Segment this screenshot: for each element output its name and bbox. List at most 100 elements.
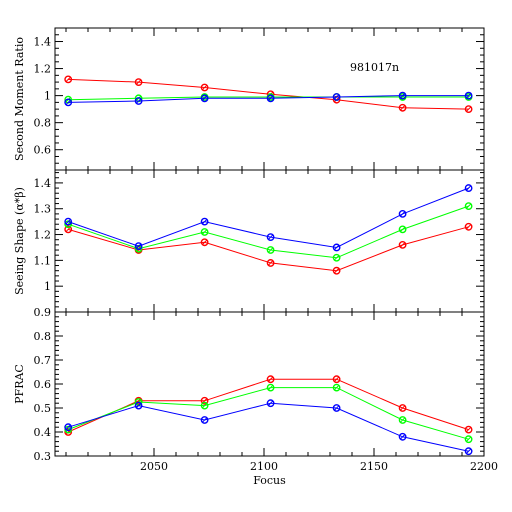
panel-1-series-3-point bbox=[332, 93, 341, 101]
panel-1-y-tick-label: 0.8 bbox=[34, 117, 52, 130]
panel-3-series-2-point-mark bbox=[201, 402, 208, 409]
panel-3-series-2-point bbox=[398, 416, 407, 424]
panel-3-series-3-point-mark bbox=[267, 400, 274, 406]
panel-3-y-tick-label: 0.3 bbox=[34, 450, 52, 463]
x-tick-label: 2150 bbox=[360, 460, 388, 473]
panel-2-series-2-point bbox=[200, 228, 209, 236]
x-axis-label: Focus bbox=[253, 474, 286, 487]
panel-1-y-axis-label: Second Moment Ratio bbox=[13, 37, 26, 161]
panel-3-series-1-point-mark bbox=[399, 405, 406, 411]
panel-1-series-1-point-mark bbox=[65, 76, 71, 83]
panel-2-series-1-point-mark bbox=[399, 242, 406, 248]
panel-3-series-2-line bbox=[68, 387, 469, 440]
panel-3-series-2-point bbox=[464, 435, 473, 444]
panel-3-series-2-point bbox=[266, 383, 275, 392]
panel-3-series-3-point bbox=[398, 432, 407, 441]
panel-2-series-1-point-mark bbox=[333, 268, 340, 274]
panel-3-series-1-point bbox=[200, 396, 209, 405]
panel-3-series-3-point-mark bbox=[135, 402, 142, 409]
panel-3-series-1-point-mark bbox=[465, 426, 472, 433]
panel-3-series-1-point-mark bbox=[267, 376, 274, 382]
panel-2-series-3-point bbox=[134, 242, 143, 251]
panel-3-series-3-point-mark bbox=[465, 448, 472, 454]
panel-3-series-1-point bbox=[64, 428, 73, 436]
panel-2-series-3-point-mark bbox=[201, 218, 208, 225]
panel-2-series-2-point bbox=[398, 225, 407, 234]
panel-1-series-3-point bbox=[464, 91, 473, 100]
panel-2-y-tick-label: 1.3 bbox=[34, 203, 52, 216]
panel-3-y-axis-label: PFRAC bbox=[13, 364, 26, 404]
panel-2-frame bbox=[54, 169, 485, 313]
panel-3-series-3-point-mark bbox=[65, 424, 71, 430]
panel-1-series-3-point-mark bbox=[201, 95, 208, 101]
panel-2-y-tick-label: 1.2 bbox=[34, 229, 52, 242]
panel-2-series-3-point bbox=[398, 209, 407, 218]
x-tick-label: 2200 bbox=[470, 460, 498, 473]
panel-2-series-3-point-mark bbox=[267, 234, 274, 240]
panel-2-series-3-point-mark bbox=[135, 243, 142, 249]
panel-1-series-3-point bbox=[398, 91, 407, 100]
panel-1-series-1-point-mark bbox=[465, 106, 472, 112]
panel-2-series-1-point bbox=[464, 222, 473, 231]
panel-2-series-1-point bbox=[398, 240, 407, 249]
panel-3-y-tick-label: 0.7 bbox=[34, 354, 52, 367]
panel-2-series-3-point bbox=[266, 233, 275, 242]
panel-2-series-3-point-mark bbox=[65, 218, 71, 225]
panel-1-series-1-point bbox=[464, 105, 473, 114]
panel-2-series-1-point-mark bbox=[65, 226, 71, 233]
panel-3-y-tick-label: 0.8 bbox=[34, 330, 52, 343]
panel-1-series-3-point bbox=[64, 98, 73, 107]
panel-3-series-3-point bbox=[332, 404, 341, 412]
panel-3-series-3-point bbox=[464, 447, 473, 456]
panel-3-series-1-point bbox=[464, 425, 473, 434]
panel-2-series-2-point-mark bbox=[399, 226, 406, 233]
panel-1-y-tick-label: 0.6 bbox=[34, 144, 52, 157]
panel-1-series-1-point-mark bbox=[201, 84, 208, 91]
panel-3-series-2-point bbox=[332, 383, 341, 392]
x-tick-label: 2050 bbox=[140, 460, 168, 473]
panel-2-series-1-point bbox=[332, 266, 341, 275]
panel-1-series-3-point bbox=[266, 94, 275, 103]
panel-3-y-tick-label: 0.5 bbox=[34, 402, 52, 415]
panel-3-y-tick-label: 0.9 bbox=[34, 306, 52, 319]
panel-1-series-1-point-mark bbox=[135, 79, 142, 85]
panel-3-series-2-point-mark bbox=[65, 426, 71, 433]
panel-3-series-2-point bbox=[200, 401, 209, 410]
panel-2-series-3-point bbox=[464, 184, 473, 192]
panel-2-series-3-point-mark bbox=[399, 211, 406, 217]
panel-1-series-3-point-mark bbox=[465, 92, 472, 99]
panel-2-series-1-point-mark bbox=[201, 239, 208, 245]
panel-1-annotation: 981017n bbox=[350, 61, 399, 74]
panel-1-series-1-point bbox=[134, 78, 143, 86]
panel-2-series-2-point-mark bbox=[267, 247, 274, 253]
panel-3-series-3-point bbox=[134, 401, 143, 410]
panel-1-series-3-point-mark bbox=[135, 98, 142, 104]
panel-1-series-3-point bbox=[200, 94, 209, 103]
panel-2-series-2-point-mark bbox=[201, 229, 208, 235]
panel-1-series-3-point-mark bbox=[65, 99, 71, 106]
panel-2-y-axis-label: Seeing Shape (α*β) bbox=[13, 187, 26, 295]
panel-2-series-2-point bbox=[266, 246, 275, 254]
panel-3-series-2-point-mark bbox=[399, 417, 406, 423]
panel-3-series-1-point bbox=[332, 375, 341, 384]
panel-2-series-2-line bbox=[68, 205, 469, 259]
panel-3-series-3-point-mark bbox=[333, 405, 340, 411]
panel-1-y-tick-label: 1.2 bbox=[34, 63, 52, 76]
x-tick-label: 2100 bbox=[250, 460, 278, 473]
panel-3-y-tick-label: 0.6 bbox=[34, 378, 52, 391]
panel-1-y-tick-label: 1 bbox=[44, 90, 51, 103]
panel-3-series-2-point-mark bbox=[267, 384, 274, 391]
panel-3-series-2-point bbox=[64, 425, 73, 434]
panel-3-series-3-point-mark bbox=[399, 434, 406, 440]
panel-2-series-3-point-mark bbox=[333, 244, 340, 251]
panel-2-y-tick-label: 1.4 bbox=[34, 177, 52, 190]
panel-3-series-1-point bbox=[266, 375, 275, 384]
panel-1-series-1-point bbox=[64, 75, 73, 84]
panel-1-series-3-point-mark bbox=[399, 92, 406, 99]
panel-2-series-1-point bbox=[64, 225, 73, 234]
panel-1-series-3-point bbox=[134, 97, 143, 105]
panel-2-series-1-point-mark bbox=[465, 224, 472, 230]
panel-2-series-3-point bbox=[332, 243, 341, 252]
panel-3-series-3-point bbox=[64, 423, 73, 432]
